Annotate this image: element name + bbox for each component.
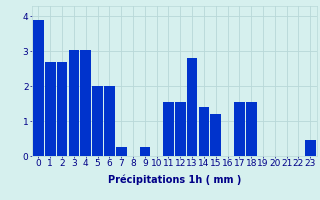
Bar [199, 107, 209, 156]
Bar [68, 50, 79, 156]
Bar [57, 62, 68, 156]
Bar [305, 140, 316, 156]
Bar [45, 62, 56, 156]
Bar [246, 102, 257, 156]
Bar [211, 114, 221, 156]
Bar [116, 147, 126, 156]
Bar [175, 102, 186, 156]
Bar [92, 86, 103, 156]
Bar [80, 50, 91, 156]
Bar [104, 86, 115, 156]
Bar [140, 147, 150, 156]
Bar [187, 58, 197, 156]
Bar [234, 102, 245, 156]
Bar [163, 102, 174, 156]
Bar [33, 20, 44, 156]
X-axis label: Précipitations 1h ( mm ): Précipitations 1h ( mm ) [108, 174, 241, 185]
